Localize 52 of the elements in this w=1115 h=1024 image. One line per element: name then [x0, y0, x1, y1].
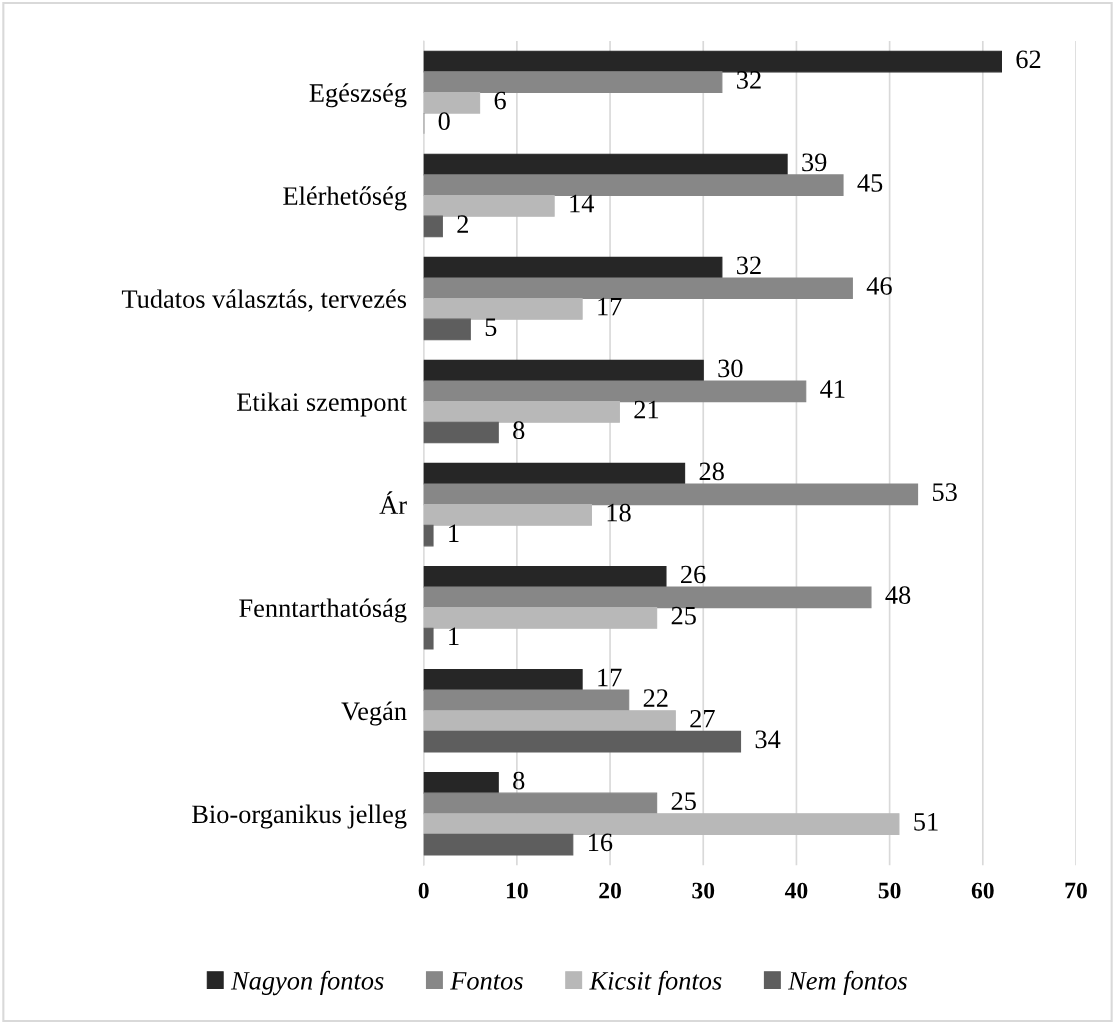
- y-tick-label: Tudatos választás, tervezés: [121, 289, 407, 312]
- legend-label: Kicsit fontos: [589, 970, 722, 996]
- data-label: 22: [643, 689, 668, 707]
- data-label: 1: [449, 627, 459, 645]
- y-tick-label: Ár: [379, 491, 407, 514]
- legend-label: Nem fontos: [788, 970, 907, 996]
- data-label: 16: [589, 833, 613, 852]
- data-label: 21: [634, 400, 659, 419]
- data-label: 46: [866, 277, 892, 295]
- data-label: 32: [737, 71, 761, 89]
- data-label: 45: [857, 174, 883, 192]
- x-tick-label: 10: [506, 882, 528, 899]
- data-label: 32: [737, 256, 761, 275]
- data-label: 25: [671, 792, 696, 811]
- data-label: 27: [690, 709, 715, 728]
- data-label: 26: [681, 565, 706, 584]
- x-tick-label: 30: [692, 882, 715, 899]
- data-label: 39: [802, 153, 827, 172]
- y-tick-label: Egészség: [309, 83, 407, 108]
- data-label: 8: [513, 421, 525, 440]
- data-label: 41: [820, 380, 845, 398]
- legend-label: Fontos: [450, 972, 523, 990]
- data-label: 62: [1016, 50, 1041, 69]
- data-label: 17: [598, 297, 622, 316]
- y-tick-label: Elérhetőség: [283, 186, 407, 211]
- data-label: 53: [932, 483, 957, 501]
- y-tick-label: Fenntarthatóság: [239, 598, 407, 623]
- data-label: 30: [718, 359, 743, 378]
- data-label: 0: [438, 112, 450, 130]
- data-label: 18: [607, 503, 631, 522]
- data-label: 6: [494, 91, 506, 110]
- data-label: 25: [671, 606, 696, 625]
- data-label: 17: [598, 668, 622, 687]
- data-label: 14: [570, 194, 595, 213]
- x-tick-label: 60: [971, 882, 994, 899]
- data-label: 28: [699, 462, 724, 481]
- data-label: 2: [457, 215, 468, 233]
- data-label: 1: [449, 524, 459, 542]
- data-label: 5: [485, 318, 497, 337]
- data-label: 51: [914, 812, 938, 831]
- legend-label: Nagyon fontos: [230, 970, 384, 996]
- x-tick-label: 20: [599, 882, 621, 899]
- y-tick-label: Vegán: [341, 701, 407, 726]
- x-tick-label: 70: [1065, 882, 1087, 899]
- x-tick-label: 50: [878, 882, 901, 899]
- y-tick-label: Etikai szempont: [237, 392, 407, 417]
- data-label: 34: [755, 730, 781, 749]
- x-tick-label: 0: [418, 882, 429, 899]
- x-tick-label: 40: [784, 882, 808, 899]
- y-tick-label: Bio-organikus jelleg: [192, 804, 407, 829]
- data-label: 48: [885, 586, 911, 604]
- data-label: 8: [513, 771, 525, 790]
